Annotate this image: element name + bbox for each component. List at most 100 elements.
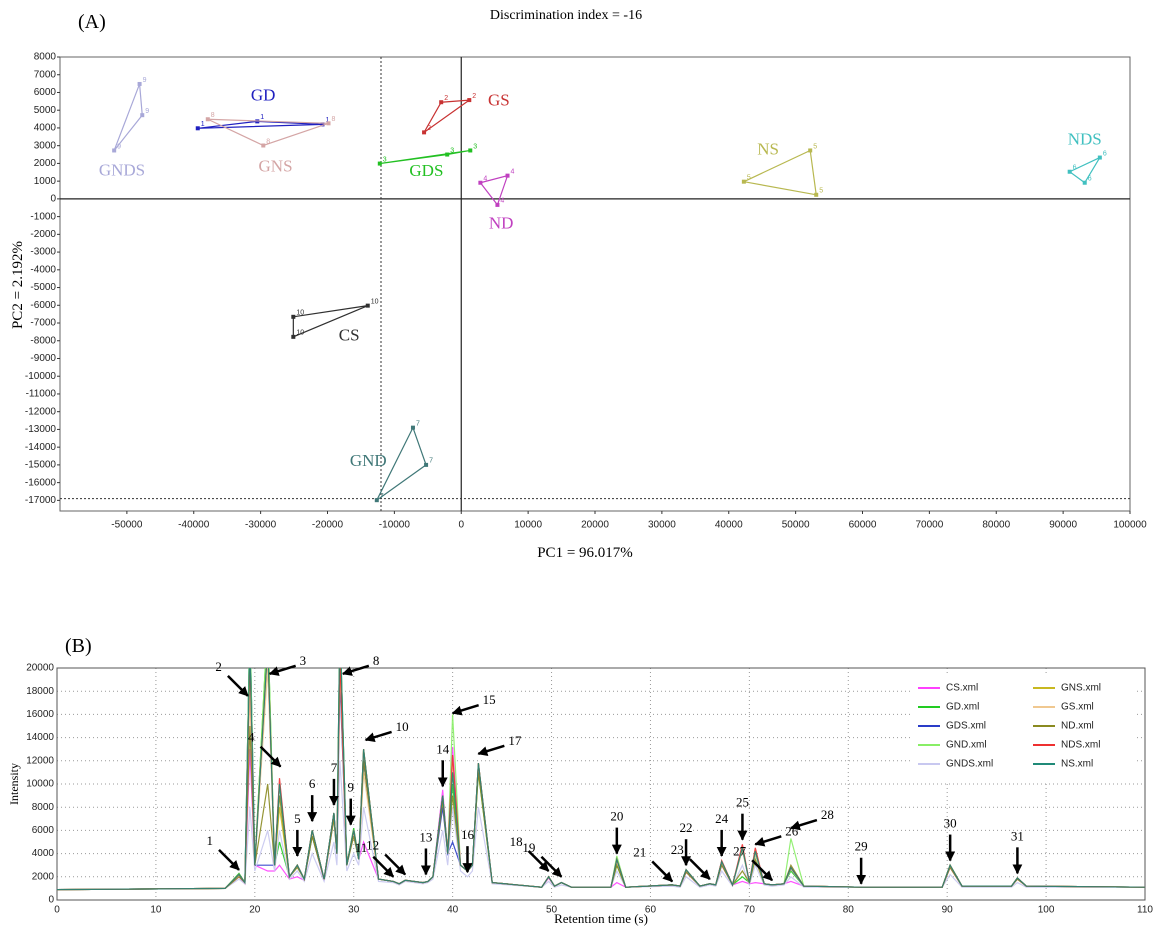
- x-tick-label: -10000: [379, 520, 411, 531]
- point-label: 3: [450, 147, 454, 154]
- annotation-arrow: [651, 860, 674, 883]
- x-tick-label: 90: [942, 905, 954, 916]
- y-tick-label: -10000: [25, 371, 57, 382]
- annotation-label: 22: [680, 820, 693, 835]
- point: [291, 314, 296, 319]
- legend-label: GDS.xml: [946, 721, 986, 732]
- point-label: 8: [266, 138, 270, 145]
- group-label: GD: [251, 86, 276, 105]
- group-outline: [379, 149, 471, 165]
- y-tick-label: 4000: [34, 123, 57, 134]
- point-label: 2: [427, 125, 431, 132]
- x-tick-label: 10: [150, 905, 162, 916]
- annotation-label: 4: [248, 730, 255, 745]
- group-label: GNS: [259, 156, 293, 175]
- y-tick-label: 6000: [32, 825, 55, 836]
- annotation-arrow: [540, 855, 563, 878]
- annotation-label: 7: [331, 760, 338, 775]
- point-label: 9: [145, 108, 149, 115]
- annotation-label: 31: [1011, 828, 1024, 843]
- x-tick-label: 40000: [715, 520, 743, 531]
- x-axis-label: PC1 = 96.017%: [537, 545, 633, 561]
- group-label: ND: [489, 214, 514, 233]
- annotation-label: 20: [610, 809, 623, 824]
- panel-label: (A): [78, 11, 106, 33]
- point-label: 2: [472, 93, 476, 100]
- annotation-label: 2: [215, 659, 222, 674]
- group-outline: [479, 174, 509, 207]
- point-label: 5: [813, 143, 817, 150]
- annotation-arrow: [384, 853, 407, 876]
- annotation-arrow: [527, 850, 550, 872]
- x-tick-label: 60: [645, 905, 657, 916]
- annotation-arrow: [451, 704, 480, 716]
- x-tick-label: 80000: [982, 520, 1010, 531]
- y-tick-label: -17000: [25, 495, 57, 506]
- point: [439, 100, 444, 105]
- y-tick-label: 5000: [34, 105, 57, 116]
- y-tick-label: 14000: [26, 732, 54, 743]
- point-label: 6: [1073, 165, 1077, 172]
- y-tick-label: -1000: [30, 211, 56, 222]
- annotation-label: 17: [508, 733, 522, 748]
- annotation-label: 18: [510, 834, 523, 849]
- x-tick-label: 0: [54, 905, 60, 916]
- x-tick-label: 80: [843, 905, 855, 916]
- point-label: 10: [371, 298, 379, 305]
- annotation-arrow: [268, 664, 297, 676]
- point-label: 10: [296, 330, 304, 337]
- group-label: NS: [757, 140, 779, 159]
- point: [374, 498, 379, 503]
- annotation-label: 3: [300, 653, 307, 668]
- point: [495, 202, 500, 207]
- x-tick-label: 110: [1137, 905, 1153, 916]
- group-label: CS: [339, 326, 360, 345]
- point: [445, 152, 450, 157]
- annotation-label: 23: [671, 842, 684, 857]
- y-tick-label: 16000: [26, 709, 54, 720]
- annotation-arrow: [789, 818, 818, 831]
- annotation-label: 27: [733, 843, 747, 858]
- point: [808, 148, 813, 153]
- point-label: 4: [500, 198, 504, 205]
- annotation-label: 16: [461, 827, 475, 842]
- x-tick-label: 20000: [581, 520, 609, 531]
- point-label: 6: [1088, 176, 1092, 183]
- point-label: 7: [416, 420, 420, 427]
- y-tick-label: 7000: [34, 69, 57, 80]
- point: [478, 180, 483, 185]
- point: [326, 121, 331, 126]
- point: [291, 334, 296, 339]
- y-tick-label: -3000: [30, 247, 56, 258]
- y-tick-label: 1000: [34, 176, 57, 187]
- point-label: 6: [1103, 150, 1107, 157]
- legend-label: GS.xml: [1061, 702, 1094, 713]
- annotation-label: 30: [944, 816, 957, 831]
- annotation-label: 21: [633, 844, 646, 859]
- y-tick-label: -14000: [25, 442, 57, 453]
- point: [1082, 180, 1087, 185]
- point-label: 4: [483, 176, 487, 183]
- annotation-label: 29: [855, 839, 868, 854]
- annotation-arrow: [754, 835, 782, 847]
- group-outline: [741, 149, 817, 196]
- x-tick-label: 100: [1038, 905, 1055, 916]
- group-label: GDS: [409, 161, 443, 180]
- point: [505, 173, 510, 178]
- point: [320, 122, 325, 127]
- group-label: NDS: [1068, 130, 1102, 149]
- x-tick-label: 30: [348, 905, 360, 916]
- x-tick-label: -30000: [245, 520, 277, 531]
- point: [112, 148, 117, 153]
- y-tick-label: -7000: [30, 318, 56, 329]
- y-tick-label: -15000: [25, 460, 57, 471]
- y-tick-label: 0: [48, 895, 54, 906]
- point: [1067, 169, 1072, 174]
- y-tick-label: -12000: [25, 406, 57, 417]
- x-tick-label: 50: [546, 905, 558, 916]
- x-tick-label: 60000: [849, 520, 877, 531]
- group-outline: [197, 120, 323, 129]
- point: [377, 161, 382, 166]
